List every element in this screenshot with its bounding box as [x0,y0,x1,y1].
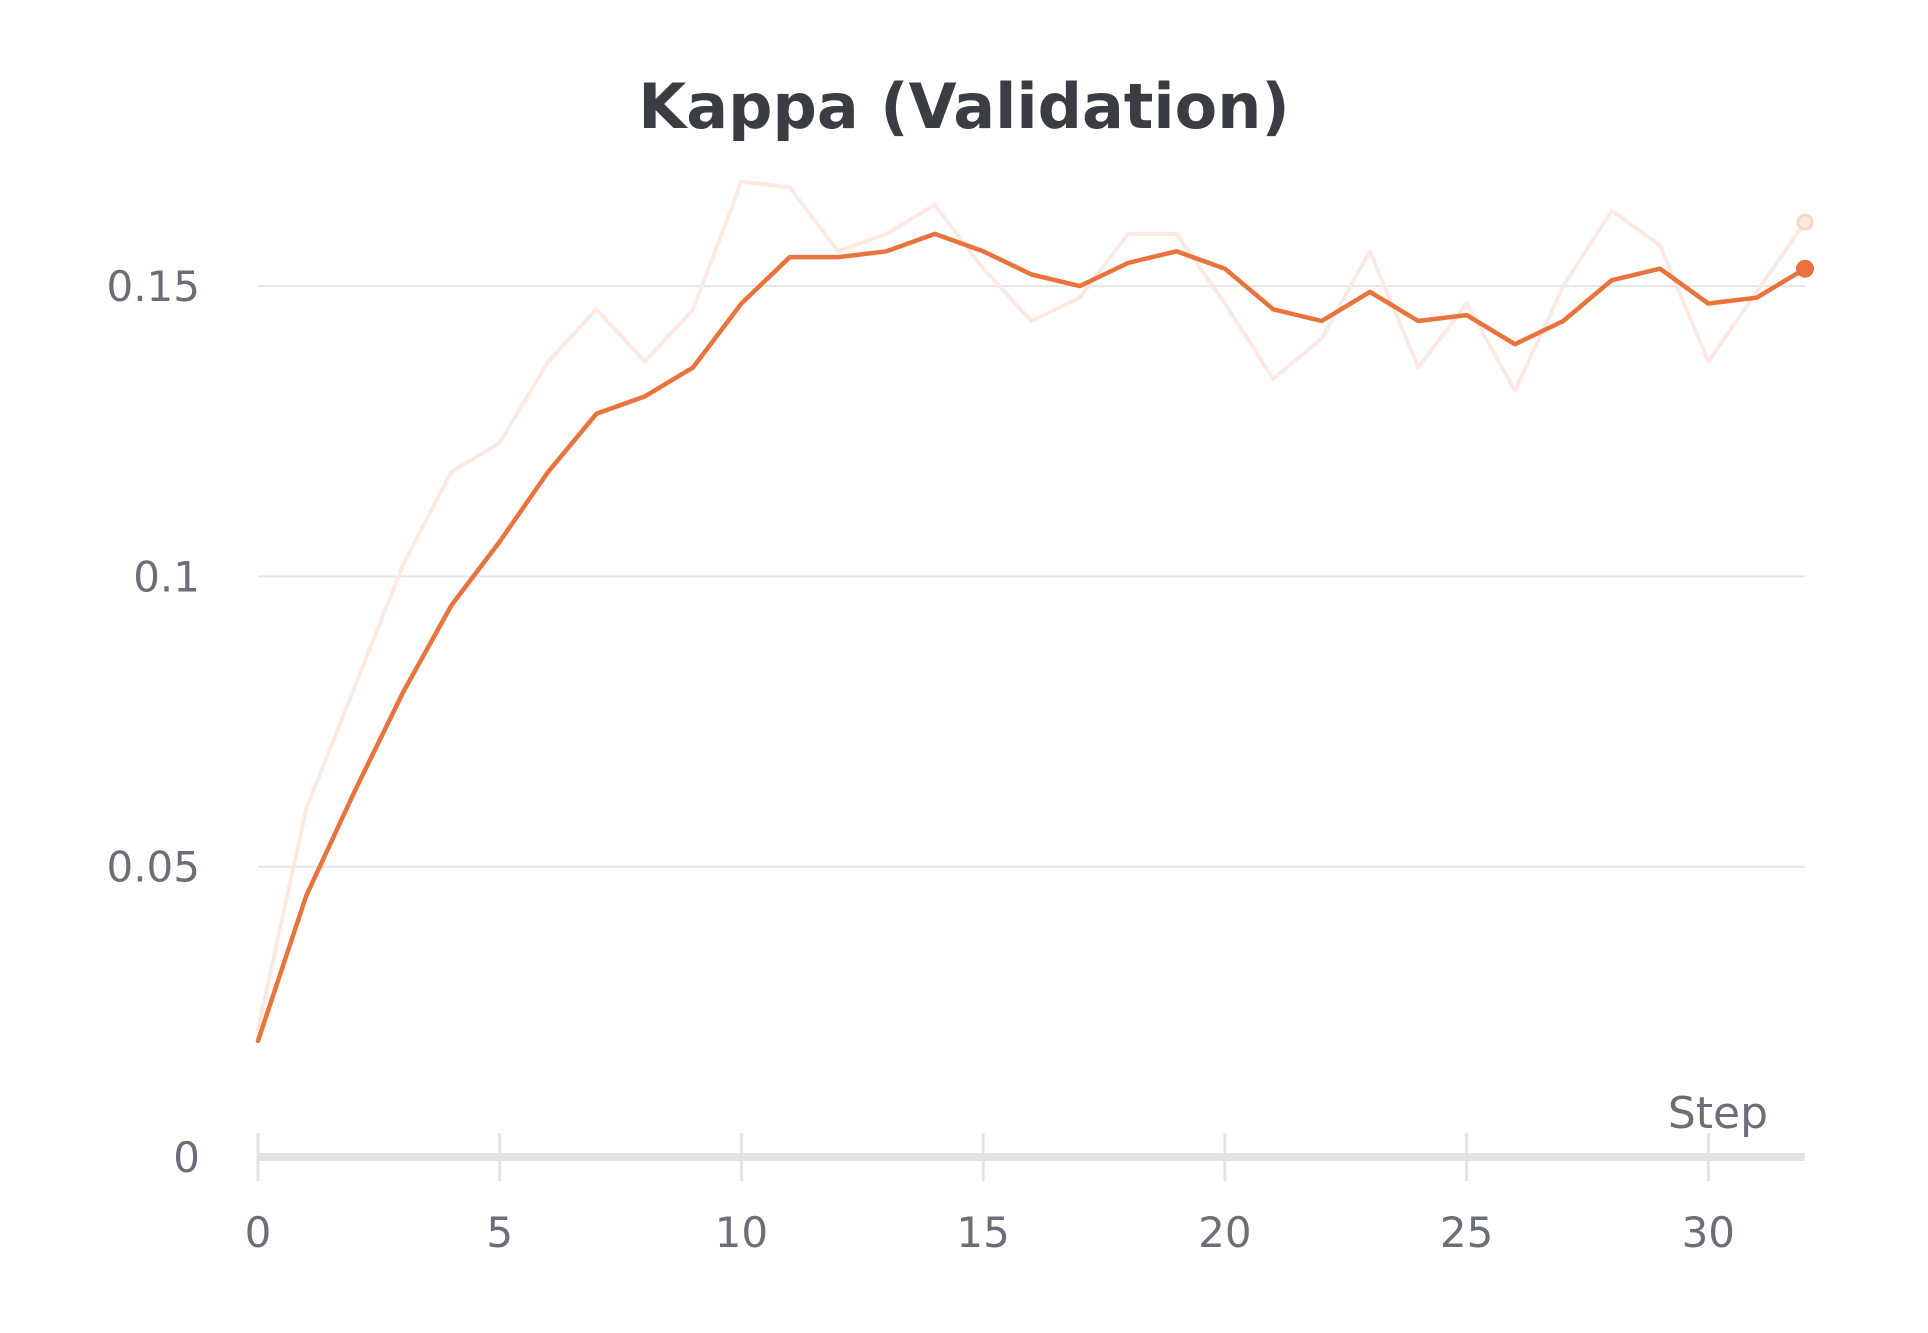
y-tick-label: 0.1 [133,552,200,601]
raw-series-endpoint [1796,213,1814,231]
x-tick-label: 30 [1682,1208,1735,1257]
x-axis-label: Step [1668,1088,1768,1139]
gridlines [258,285,1805,868]
x-tick-label: 0 [245,1208,272,1257]
x-tick-label: 15 [956,1208,1009,1257]
x-tick-label: 10 [715,1208,768,1257]
x-tick-label: 20 [1198,1208,1251,1257]
smoothed-series-line [255,231,1808,1044]
series-lines [255,179,1814,1044]
x-tick-label: 25 [1440,1208,1493,1257]
raw-series-line [256,179,1807,1032]
y-tick-label: 0.05 [106,843,200,892]
x-tick-label: 5 [486,1208,513,1257]
y-tick-label: 0.15 [106,262,200,311]
smoothed-series-endpoint [1796,259,1814,278]
y-tick-label: 0 [173,1133,200,1182]
y-axis-tick-labels: 0 0.05 0.1 0.15 [106,262,200,1182]
x-axis: 0 5 10 15 20 25 30 [245,1133,1805,1257]
chart-title: Kappa (Validation) [638,70,1290,143]
